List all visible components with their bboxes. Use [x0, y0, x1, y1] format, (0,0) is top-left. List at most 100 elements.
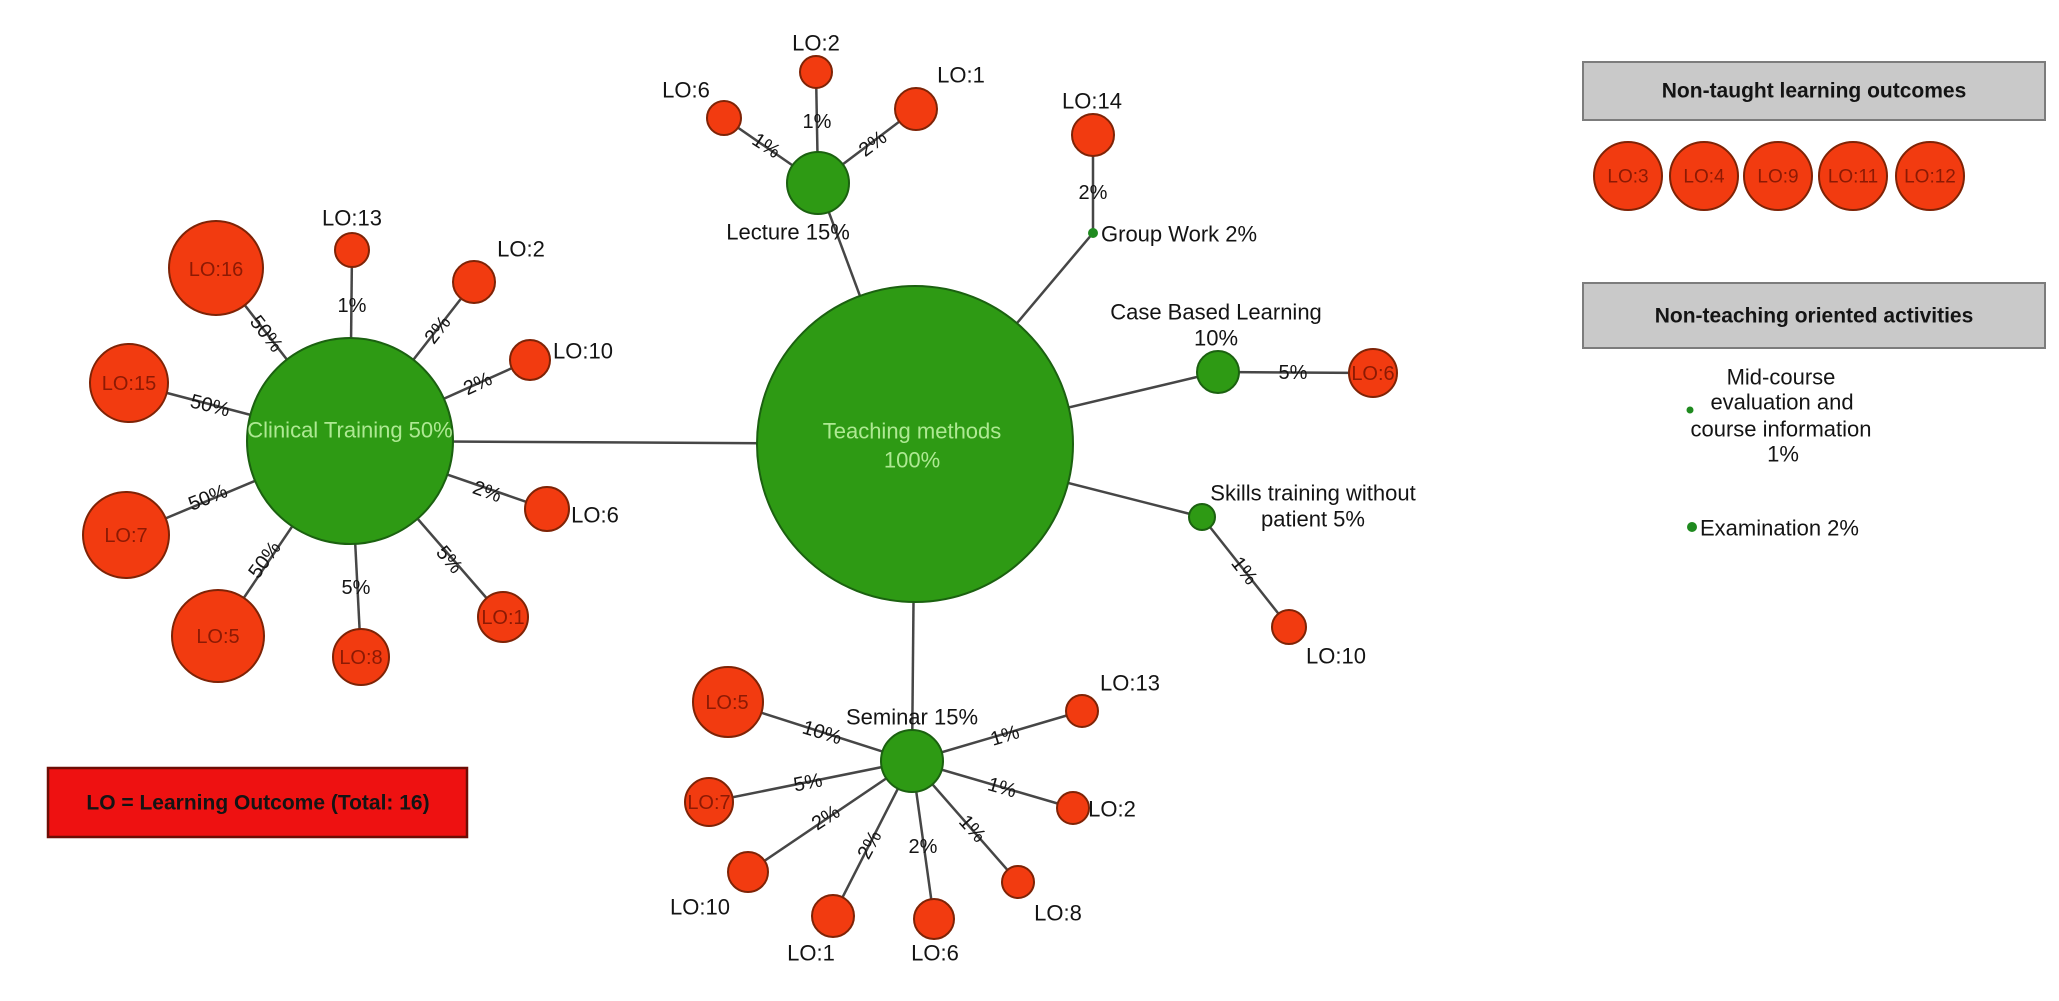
edge-percent-label-lecture-lo6: 1%	[748, 129, 784, 163]
satellite-node-clinical-lo13	[334, 232, 370, 268]
non-taught-node-lo4	[1669, 141, 1739, 211]
edge-percent-label-lecture-lo2: 1%	[803, 111, 832, 133]
midcourse-line-0: Mid-course	[1727, 365, 1836, 390]
edge-percent-label-cbl-lo6: 5%	[1279, 362, 1308, 384]
hub-label-seminar-line0: Seminar 15%	[846, 705, 978, 730]
satellite-node-seminar-lo1	[811, 894, 855, 938]
satellite-label-seminar-lo8: LO:8	[1034, 901, 1082, 926]
satellite-label-seminar-lo1: LO:1	[787, 941, 835, 966]
satellite-label-seminar-lo6: LO:6	[911, 941, 959, 966]
hub-node-cbl	[1196, 350, 1240, 394]
satellite-node-clinical-lo1	[477, 591, 529, 643]
satellite-node-clinical-lo2	[452, 260, 496, 304]
node-layer	[82, 55, 1398, 940]
examination-dot	[1687, 522, 1697, 532]
edge-percent-label-clinical-lo10: 2%	[460, 368, 496, 400]
satellite-node-clinical-lo16	[168, 220, 264, 316]
satellite-label-seminar-lo7: LO:7	[687, 792, 730, 814]
hub-label-cbl-line1: 10%	[1194, 326, 1238, 351]
satellite-label-clinical-lo8: LO:8	[339, 647, 382, 669]
satellite-node-clinical-lo7	[82, 491, 170, 579]
satellite-node-seminar-lo8	[1001, 865, 1035, 899]
satellite-node-clinical-lo8	[332, 628, 390, 686]
non-teaching-header-box	[1582, 282, 2046, 349]
non-taught-label-2: LO:9	[1757, 167, 1798, 188]
satellite-label-clinical-lo1: LO:1	[481, 607, 524, 629]
satellite-label-clinical-lo16: LO:16	[189, 259, 243, 281]
satellite-label-clinical-lo10: LO:10	[553, 339, 613, 364]
satellite-node-seminar-lo10	[727, 851, 769, 893]
hub-node-teaching	[756, 285, 1074, 603]
satellite-node-seminar-lo13	[1065, 694, 1099, 728]
satellite-label-seminar-lo2: LO:2	[1088, 797, 1136, 822]
non-taught-node-lo9	[1743, 141, 1813, 211]
hub-node-seminar	[880, 729, 944, 793]
non-taught-node-lo12	[1895, 141, 1965, 211]
satellite-label-groupwork-lo14: LO:14	[1062, 89, 1122, 114]
satellite-label-cbl-lo6: LO:6	[1351, 363, 1394, 385]
satellite-node-clinical-lo6	[524, 486, 570, 532]
satellite-node-seminar-lo7	[684, 777, 734, 827]
edge-percent-label-clinical-lo13: 1%	[338, 295, 367, 317]
edge-percent-label-seminar-lo13: 1%	[988, 721, 1022, 751]
non-teaching-title: Non-teaching oriented activities	[1655, 305, 1974, 328]
hub-label-groupwork-line0: Group Work 2%	[1101, 222, 1257, 247]
non-taught-label-1: LO:4	[1683, 167, 1725, 188]
hub-node-clinical	[246, 337, 454, 545]
edge-percent-label-clinical-lo6: 2%	[470, 477, 505, 508]
edge-skills-lo10	[1201, 516, 1290, 628]
edge-seminar-lo10	[747, 759, 913, 874]
legend-text: LO = Learning Outcome (Total: 16)	[86, 792, 429, 815]
edge-seminar-lo7	[708, 759, 913, 804]
edge-percent-label-seminar-lo5: 10%	[800, 717, 845, 750]
hub-node-groupwork	[1088, 228, 1098, 238]
satellite-label-clinical-lo2: LO:2	[497, 237, 545, 262]
satellite-node-clinical-lo5	[171, 589, 265, 683]
satellite-node-seminar-lo2	[1056, 791, 1090, 825]
satellite-node-lecture-lo6	[706, 100, 742, 136]
edge-percent-label-clinical-lo7: 50%	[185, 480, 231, 515]
satellite-label-lecture-lo1: LO:1	[937, 63, 985, 88]
edge-percent-label-clinical-lo15: 50%	[188, 390, 232, 421]
edge-percent-label-seminar-lo1: 2%	[854, 827, 887, 863]
midcourse-line-1: evaluation and	[1710, 390, 1853, 415]
satellite-label-clinical-lo6: LO:6	[571, 503, 619, 528]
hub-label-skills-line1: patient 5%	[1261, 507, 1365, 532]
edge-percent-label-groupwork-lo14: 2%	[1079, 182, 1108, 204]
satellite-label-seminar-lo13: LO:13	[1100, 671, 1160, 696]
midcourse-line-2: course information	[1691, 417, 1872, 442]
satellite-label-clinical-lo15: LO:15	[102, 373, 156, 395]
text-layer: Teaching methods 100% Clinical Training 50…	[46, 31, 2046, 966]
non-taught-label-3: LO:11	[1828, 167, 1878, 188]
non-taught-node-lo11	[1818, 141, 1888, 211]
edge-percent-label-seminar-lo7: 5%	[792, 769, 825, 796]
edge-percent-label-seminar-lo2: 1%	[985, 773, 1019, 802]
edge-percent-label-seminar-lo10: 2%	[808, 801, 844, 835]
satellite-node-cbl-lo6	[1348, 348, 1398, 398]
satellite-label-clinical-lo5: LO:5	[196, 626, 239, 648]
edge-percent-label-seminar-lo6: 2%	[909, 836, 938, 858]
hub-node-skills	[1188, 503, 1216, 531]
satellite-node-seminar-lo5	[692, 666, 764, 738]
legend-box	[46, 766, 469, 839]
satellite-label-seminar-lo10: LO:10	[670, 895, 730, 920]
satellite-label-skills-lo10: LO:10	[1306, 644, 1366, 669]
satellite-label-clinical-lo13: LO:13	[322, 206, 382, 231]
edge-percent-label-clinical-lo8: 5%	[342, 577, 371, 599]
hub-label-teaching-line1: 100%	[884, 448, 940, 473]
non-taught-header-box	[1582, 61, 2046, 121]
satellite-node-lecture-lo2	[799, 55, 833, 89]
hub-label-lecture-line0: Lecture 15%	[726, 220, 850, 245]
satellite-node-clinical-lo10	[509, 339, 551, 381]
satellite-node-lecture-lo1	[894, 87, 938, 131]
hub-label-clinical-line0: Clinical Training 50%	[247, 418, 452, 443]
edge-cbl-lo6	[1217, 370, 1374, 375]
hub-node-lecture	[786, 151, 850, 215]
hub-label-teaching-line0: Teaching methods	[823, 419, 1002, 444]
satellite-label-lecture-lo6: LO:6	[662, 78, 710, 103]
satellite-node-groupwork-lo14	[1071, 113, 1115, 157]
midcourse-line-3: 1%	[1767, 442, 1799, 467]
non-taught-node-lo3	[1593, 141, 1663, 211]
